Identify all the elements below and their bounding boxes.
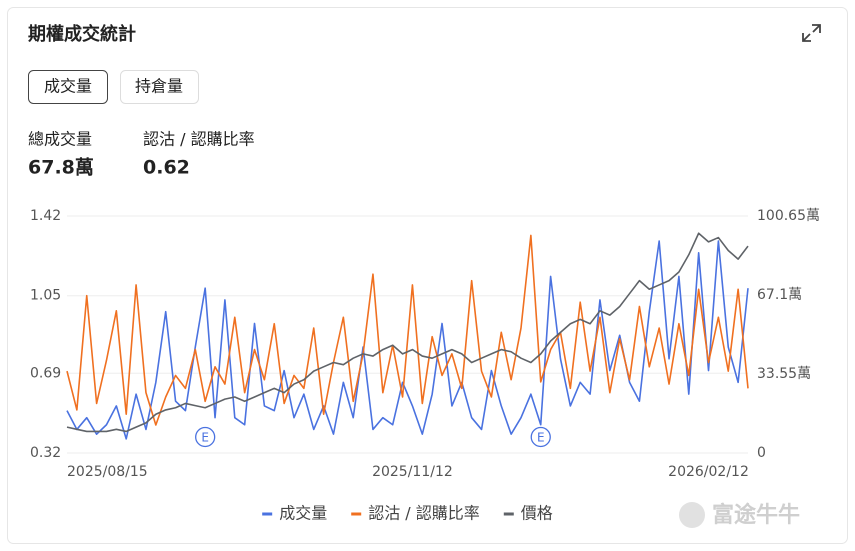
legend-label: 價格	[521, 504, 553, 523]
x-tick-label: 2025/08/15	[67, 464, 148, 480]
expand-icon[interactable]	[802, 24, 821, 42]
event-label: E	[537, 431, 545, 445]
series-line	[66, 232, 749, 433]
stat-label: 認沽 / 認購比率	[143, 130, 255, 149]
tab-open-interest[interactable]	[120, 70, 199, 104]
tab-volume[interactable]	[28, 70, 108, 104]
y2-tick-label: 67.1萬	[757, 287, 802, 303]
y2-tick-label: 0	[757, 445, 766, 461]
legend-label: 成交量	[279, 504, 327, 523]
stat-label: 總成交量	[28, 130, 92, 149]
x-tick-label: 2026/02/12	[668, 464, 749, 480]
card-title: 期權成交統計	[28, 23, 136, 45]
tab-volume-label[interactable]: 成交量	[44, 77, 92, 96]
watermark-logo	[679, 502, 705, 528]
x-tick-label: 2025/11/12	[372, 464, 453, 480]
y2-tick-label: 33.55萬	[757, 366, 811, 382]
card-frame	[7, 7, 848, 544]
y-tick-label: 0.69	[30, 365, 61, 381]
legend-label: 認沽 / 認購比率	[368, 504, 480, 523]
event-marker	[530, 426, 551, 448]
y-tick-label: 0.32	[30, 445, 61, 461]
y-tick-label: 1.05	[30, 288, 61, 304]
stat-value: 0.62	[143, 157, 190, 179]
tab-open-interest-label[interactable]: 持倉量	[135, 77, 183, 96]
stat-value: 67.8萬	[28, 157, 94, 179]
watermark: 富途牛牛	[712, 502, 800, 528]
y2-tick-label: 100.65萬	[757, 208, 820, 224]
series-line	[66, 234, 749, 426]
y-tick-label: 1.42	[30, 208, 61, 224]
event-label: E	[201, 431, 209, 445]
event-marker	[195, 426, 216, 448]
